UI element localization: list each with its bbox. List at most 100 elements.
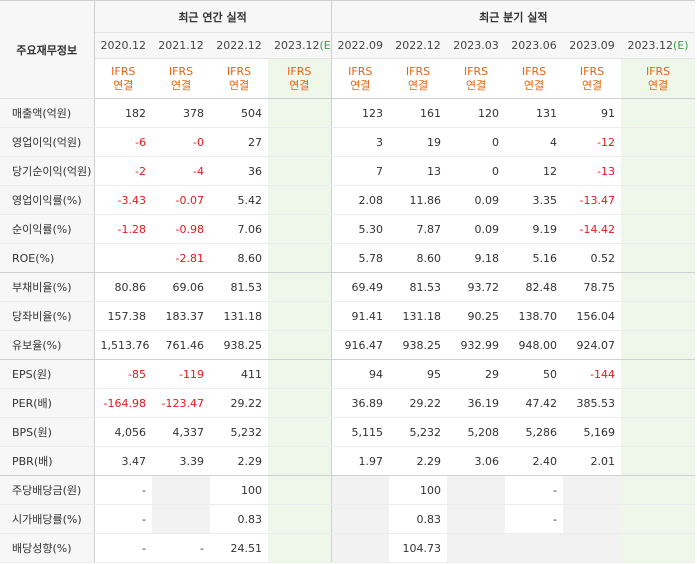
table-row: 부채비율(%) 80.86 69.06 81.53 69.49 81.53 93.72 82.…	[0, 272, 696, 302]
value-cell: 131.18	[210, 301, 268, 331]
ifrs-label: IFRS	[348, 64, 373, 78]
value-cell: -85	[94, 359, 152, 389]
value-cell: 385.53	[563, 388, 622, 418]
value-cell	[621, 388, 696, 418]
value-cell: 5,115	[331, 417, 390, 447]
value-cell: 182	[94, 98, 152, 128]
annual-section-title: 최근 연간 실적	[94, 0, 332, 33]
value-cell: -0	[152, 127, 210, 157]
value-cell: 50	[505, 359, 564, 389]
value-cell: 932.99	[447, 330, 506, 360]
value-cell	[331, 475, 390, 505]
value-cell: 0.52	[563, 243, 622, 273]
value-cell: 7.87	[389, 214, 448, 244]
period-header: 2022.12	[210, 32, 268, 59]
period-header: 2021.12	[152, 32, 210, 59]
period-header: 2023.03	[447, 32, 506, 59]
row-label: 당좌비율(%)	[0, 301, 95, 331]
value-cell	[621, 272, 696, 302]
value-cell: 5,286	[505, 417, 564, 447]
accounting-standard-cell: IFRS 연결	[621, 58, 696, 99]
period-label: 2022.12	[216, 39, 262, 52]
value-cell	[268, 359, 332, 389]
value-cell: -2	[94, 156, 152, 186]
value-cell: 5.16	[505, 243, 564, 273]
consolidated-label: 연결	[170, 78, 192, 92]
period-label: 2022.12	[395, 39, 441, 52]
ifrs-label: IFRS	[168, 64, 194, 78]
value-cell: 3	[331, 127, 390, 157]
value-cell: -13.47	[563, 185, 622, 215]
value-cell	[505, 533, 564, 563]
value-cell: 29.22	[389, 388, 448, 418]
value-cell: 81.53	[389, 272, 448, 302]
ifrs-label: IFRS	[521, 64, 547, 78]
row-label: 영업이익(억원)	[0, 127, 95, 157]
value-cell	[621, 533, 696, 563]
value-cell: 12	[505, 156, 564, 186]
period-header: 2023.06	[505, 32, 564, 59]
value-cell	[621, 185, 696, 215]
row-label: PER(배)	[0, 388, 95, 418]
value-cell: -	[94, 475, 152, 505]
table-row: 주당배당금(원) -100 100-	[0, 475, 696, 505]
value-cell: 69.49	[331, 272, 390, 302]
period-label: 2020.12	[100, 39, 147, 52]
value-cell: 916.47	[331, 330, 390, 360]
value-cell: 8.60	[389, 243, 448, 273]
value-cell	[563, 533, 622, 563]
value-cell: 183.37	[152, 301, 210, 331]
value-cell	[621, 243, 696, 273]
ifrs-label: IFRS	[463, 64, 489, 78]
value-cell: 94	[331, 359, 390, 389]
value-cell: 78.75	[563, 272, 622, 302]
period-header: 2023.12(E)	[621, 32, 696, 59]
value-cell: 5,232	[389, 417, 448, 447]
value-cell: 157.38	[94, 301, 152, 331]
table-row: PER(배) -164.98 -123.47 29.22 36.89 29.22 36.19…	[0, 388, 696, 418]
ifrs-label: IFRS	[645, 64, 671, 78]
value-cell: 2.08	[331, 185, 390, 215]
value-cell	[621, 127, 696, 157]
period-header: 2020.12	[94, 32, 152, 59]
value-cell: 2.01	[563, 446, 622, 476]
consolidated-label: 연결	[581, 78, 603, 92]
value-cell	[621, 98, 696, 128]
accounting-standard-cell: IFRS 연결	[268, 58, 332, 99]
row-label: BPS(원)	[0, 417, 95, 447]
value-cell: 138.70	[505, 301, 564, 331]
table-row: 매출액(억원) 182 378 504 123 161 120 131 91	[0, 98, 696, 128]
consolidated-label: 연결	[523, 78, 545, 92]
table-row: 당기순이익(억원) -2 -4 36 7 13 0 12 -13	[0, 156, 696, 186]
value-cell	[447, 475, 506, 505]
value-cell: 91.41	[331, 301, 390, 331]
consolidated-label: 연결	[465, 78, 487, 92]
value-cell: 5,169	[563, 417, 622, 447]
value-cell	[94, 243, 152, 273]
value-cell: 104.73	[389, 533, 448, 563]
value-cell: 2.29	[210, 446, 268, 476]
value-cell	[268, 243, 332, 273]
value-cell: -4	[152, 156, 210, 186]
value-cell	[621, 214, 696, 244]
value-cell: 27	[210, 127, 268, 157]
value-cell: -119	[152, 359, 210, 389]
period-header: 2023.09	[563, 32, 622, 59]
period-label: 2022.09	[337, 39, 384, 52]
row-label: PBR(배)	[0, 446, 95, 476]
value-cell: 5,232	[210, 417, 268, 447]
value-cell: 93.72	[447, 272, 506, 302]
value-cell: 80.86	[94, 272, 152, 302]
accounting-standard-cell: IFRS 연결	[389, 58, 448, 99]
value-cell: 3.35	[505, 185, 564, 215]
value-cell	[621, 301, 696, 331]
ifrs-label: IFRS	[111, 64, 136, 78]
row-label: 순이익률(%)	[0, 214, 95, 244]
value-cell: 1.97	[331, 446, 390, 476]
value-cell: 2.29	[389, 446, 448, 476]
value-cell: 100	[389, 475, 448, 505]
value-cell: 123	[331, 98, 390, 128]
table-row: BPS(원) 4,056 4,337 5,232 5,115 5,232 5,208 5,28…	[0, 417, 696, 447]
value-cell: 36	[210, 156, 268, 186]
